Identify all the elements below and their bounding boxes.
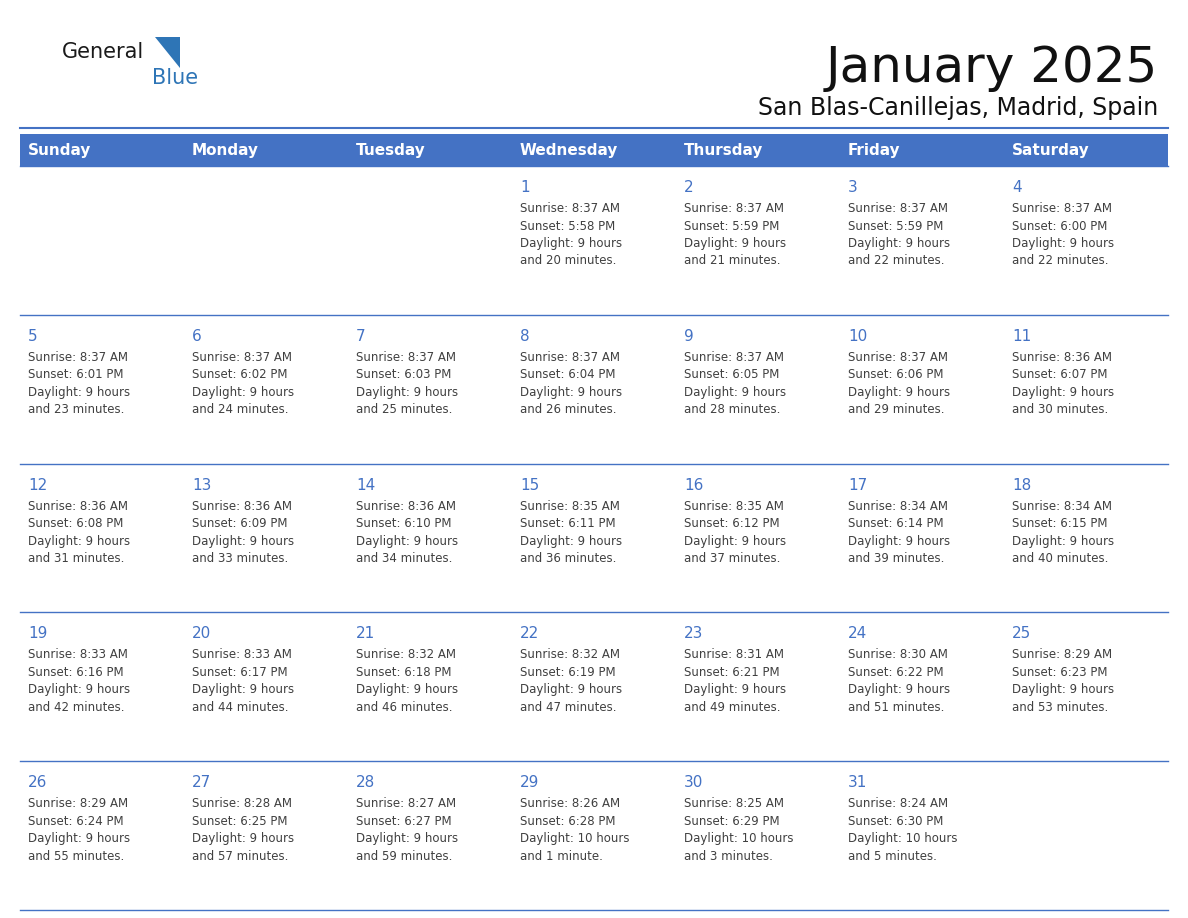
Text: Sunrise: 8:37 AM
Sunset: 5:59 PM
Daylight: 9 hours
and 21 minutes.: Sunrise: 8:37 AM Sunset: 5:59 PM Dayligh… bbox=[684, 202, 786, 267]
Text: 25: 25 bbox=[1012, 626, 1031, 642]
Text: 12: 12 bbox=[29, 477, 48, 493]
Text: 10: 10 bbox=[848, 329, 867, 344]
Text: 14: 14 bbox=[356, 477, 375, 493]
Text: 15: 15 bbox=[520, 477, 539, 493]
Polygon shape bbox=[154, 37, 181, 68]
Text: 20: 20 bbox=[192, 626, 211, 642]
Text: 29: 29 bbox=[520, 775, 539, 790]
Text: Sunrise: 8:33 AM
Sunset: 6:17 PM
Daylight: 9 hours
and 44 minutes.: Sunrise: 8:33 AM Sunset: 6:17 PM Dayligh… bbox=[192, 648, 295, 714]
Text: Sunrise: 8:32 AM
Sunset: 6:19 PM
Daylight: 9 hours
and 47 minutes.: Sunrise: 8:32 AM Sunset: 6:19 PM Dayligh… bbox=[520, 648, 623, 714]
Text: 2: 2 bbox=[684, 180, 694, 195]
Text: 9: 9 bbox=[684, 329, 694, 344]
Text: 24: 24 bbox=[848, 626, 867, 642]
Text: San Blas-Canillejas, Madrid, Spain: San Blas-Canillejas, Madrid, Spain bbox=[758, 96, 1158, 120]
Text: 30: 30 bbox=[684, 775, 703, 790]
Text: Sunrise: 8:34 AM
Sunset: 6:14 PM
Daylight: 9 hours
and 39 minutes.: Sunrise: 8:34 AM Sunset: 6:14 PM Dayligh… bbox=[848, 499, 950, 565]
Text: 8: 8 bbox=[520, 329, 530, 344]
Text: 3: 3 bbox=[848, 180, 858, 195]
Text: Sunrise: 8:28 AM
Sunset: 6:25 PM
Daylight: 9 hours
and 57 minutes.: Sunrise: 8:28 AM Sunset: 6:25 PM Dayligh… bbox=[192, 797, 295, 863]
Text: Sunrise: 8:36 AM
Sunset: 6:10 PM
Daylight: 9 hours
and 34 minutes.: Sunrise: 8:36 AM Sunset: 6:10 PM Dayligh… bbox=[356, 499, 459, 565]
Text: January 2025: January 2025 bbox=[826, 44, 1158, 92]
Text: 13: 13 bbox=[192, 477, 211, 493]
Text: 27: 27 bbox=[192, 775, 211, 790]
Text: Sunrise: 8:37 AM
Sunset: 6:01 PM
Daylight: 9 hours
and 23 minutes.: Sunrise: 8:37 AM Sunset: 6:01 PM Dayligh… bbox=[29, 351, 131, 416]
Text: Sunrise: 8:36 AM
Sunset: 6:07 PM
Daylight: 9 hours
and 30 minutes.: Sunrise: 8:36 AM Sunset: 6:07 PM Dayligh… bbox=[1012, 351, 1114, 416]
Text: Sunrise: 8:30 AM
Sunset: 6:22 PM
Daylight: 9 hours
and 51 minutes.: Sunrise: 8:30 AM Sunset: 6:22 PM Dayligh… bbox=[848, 648, 950, 714]
Text: Sunrise: 8:37 AM
Sunset: 6:06 PM
Daylight: 9 hours
and 29 minutes.: Sunrise: 8:37 AM Sunset: 6:06 PM Dayligh… bbox=[848, 351, 950, 416]
Text: 19: 19 bbox=[29, 626, 48, 642]
Text: Sunrise: 8:35 AM
Sunset: 6:11 PM
Daylight: 9 hours
and 36 minutes.: Sunrise: 8:35 AM Sunset: 6:11 PM Dayligh… bbox=[520, 499, 623, 565]
Text: Sunrise: 8:31 AM
Sunset: 6:21 PM
Daylight: 9 hours
and 49 minutes.: Sunrise: 8:31 AM Sunset: 6:21 PM Dayligh… bbox=[684, 648, 786, 714]
Text: 16: 16 bbox=[684, 477, 703, 493]
Text: 1: 1 bbox=[520, 180, 530, 195]
Text: Sunrise: 8:33 AM
Sunset: 6:16 PM
Daylight: 9 hours
and 42 minutes.: Sunrise: 8:33 AM Sunset: 6:16 PM Dayligh… bbox=[29, 648, 131, 714]
Text: Sunrise: 8:37 AM
Sunset: 6:00 PM
Daylight: 9 hours
and 22 minutes.: Sunrise: 8:37 AM Sunset: 6:00 PM Dayligh… bbox=[1012, 202, 1114, 267]
Text: 6: 6 bbox=[192, 329, 202, 344]
Text: Friday: Friday bbox=[848, 142, 901, 158]
Text: Sunrise: 8:26 AM
Sunset: 6:28 PM
Daylight: 10 hours
and 1 minute.: Sunrise: 8:26 AM Sunset: 6:28 PM Dayligh… bbox=[520, 797, 630, 863]
Text: 5: 5 bbox=[29, 329, 38, 344]
Text: Sunrise: 8:32 AM
Sunset: 6:18 PM
Daylight: 9 hours
and 46 minutes.: Sunrise: 8:32 AM Sunset: 6:18 PM Dayligh… bbox=[356, 648, 459, 714]
Text: Sunrise: 8:36 AM
Sunset: 6:09 PM
Daylight: 9 hours
and 33 minutes.: Sunrise: 8:36 AM Sunset: 6:09 PM Dayligh… bbox=[192, 499, 295, 565]
Text: Sunrise: 8:37 AM
Sunset: 6:05 PM
Daylight: 9 hours
and 28 minutes.: Sunrise: 8:37 AM Sunset: 6:05 PM Dayligh… bbox=[684, 351, 786, 416]
Text: Saturday: Saturday bbox=[1012, 142, 1089, 158]
Text: 17: 17 bbox=[848, 477, 867, 493]
Text: 7: 7 bbox=[356, 329, 366, 344]
Bar bbox=[20, 134, 1168, 166]
Text: Tuesday: Tuesday bbox=[356, 142, 425, 158]
Text: Sunrise: 8:37 AM
Sunset: 6:03 PM
Daylight: 9 hours
and 25 minutes.: Sunrise: 8:37 AM Sunset: 6:03 PM Dayligh… bbox=[356, 351, 459, 416]
Text: Sunrise: 8:27 AM
Sunset: 6:27 PM
Daylight: 9 hours
and 59 minutes.: Sunrise: 8:27 AM Sunset: 6:27 PM Dayligh… bbox=[356, 797, 459, 863]
Text: Sunrise: 8:36 AM
Sunset: 6:08 PM
Daylight: 9 hours
and 31 minutes.: Sunrise: 8:36 AM Sunset: 6:08 PM Dayligh… bbox=[29, 499, 131, 565]
Text: General: General bbox=[62, 42, 144, 62]
Text: 28: 28 bbox=[356, 775, 375, 790]
Text: 4: 4 bbox=[1012, 180, 1022, 195]
Text: Sunrise: 8:35 AM
Sunset: 6:12 PM
Daylight: 9 hours
and 37 minutes.: Sunrise: 8:35 AM Sunset: 6:12 PM Dayligh… bbox=[684, 499, 786, 565]
Text: 11: 11 bbox=[1012, 329, 1031, 344]
Text: Sunrise: 8:29 AM
Sunset: 6:24 PM
Daylight: 9 hours
and 55 minutes.: Sunrise: 8:29 AM Sunset: 6:24 PM Dayligh… bbox=[29, 797, 131, 863]
Text: 18: 18 bbox=[1012, 477, 1031, 493]
Text: Sunrise: 8:37 AM
Sunset: 5:59 PM
Daylight: 9 hours
and 22 minutes.: Sunrise: 8:37 AM Sunset: 5:59 PM Dayligh… bbox=[848, 202, 950, 267]
Text: 31: 31 bbox=[848, 775, 867, 790]
Text: Sunrise: 8:34 AM
Sunset: 6:15 PM
Daylight: 9 hours
and 40 minutes.: Sunrise: 8:34 AM Sunset: 6:15 PM Dayligh… bbox=[1012, 499, 1114, 565]
Text: Sunday: Sunday bbox=[29, 142, 91, 158]
Text: Wednesday: Wednesday bbox=[520, 142, 619, 158]
Text: Sunrise: 8:24 AM
Sunset: 6:30 PM
Daylight: 10 hours
and 5 minutes.: Sunrise: 8:24 AM Sunset: 6:30 PM Dayligh… bbox=[848, 797, 958, 863]
Text: Blue: Blue bbox=[152, 68, 198, 88]
Text: Sunrise: 8:37 AM
Sunset: 6:04 PM
Daylight: 9 hours
and 26 minutes.: Sunrise: 8:37 AM Sunset: 6:04 PM Dayligh… bbox=[520, 351, 623, 416]
Text: 26: 26 bbox=[29, 775, 48, 790]
Text: 21: 21 bbox=[356, 626, 375, 642]
Text: 22: 22 bbox=[520, 626, 539, 642]
Text: Monday: Monday bbox=[192, 142, 259, 158]
Text: 23: 23 bbox=[684, 626, 703, 642]
Text: Sunrise: 8:37 AM
Sunset: 6:02 PM
Daylight: 9 hours
and 24 minutes.: Sunrise: 8:37 AM Sunset: 6:02 PM Dayligh… bbox=[192, 351, 295, 416]
Text: Thursday: Thursday bbox=[684, 142, 764, 158]
Text: Sunrise: 8:25 AM
Sunset: 6:29 PM
Daylight: 10 hours
and 3 minutes.: Sunrise: 8:25 AM Sunset: 6:29 PM Dayligh… bbox=[684, 797, 794, 863]
Text: Sunrise: 8:37 AM
Sunset: 5:58 PM
Daylight: 9 hours
and 20 minutes.: Sunrise: 8:37 AM Sunset: 5:58 PM Dayligh… bbox=[520, 202, 623, 267]
Text: Sunrise: 8:29 AM
Sunset: 6:23 PM
Daylight: 9 hours
and 53 minutes.: Sunrise: 8:29 AM Sunset: 6:23 PM Dayligh… bbox=[1012, 648, 1114, 714]
